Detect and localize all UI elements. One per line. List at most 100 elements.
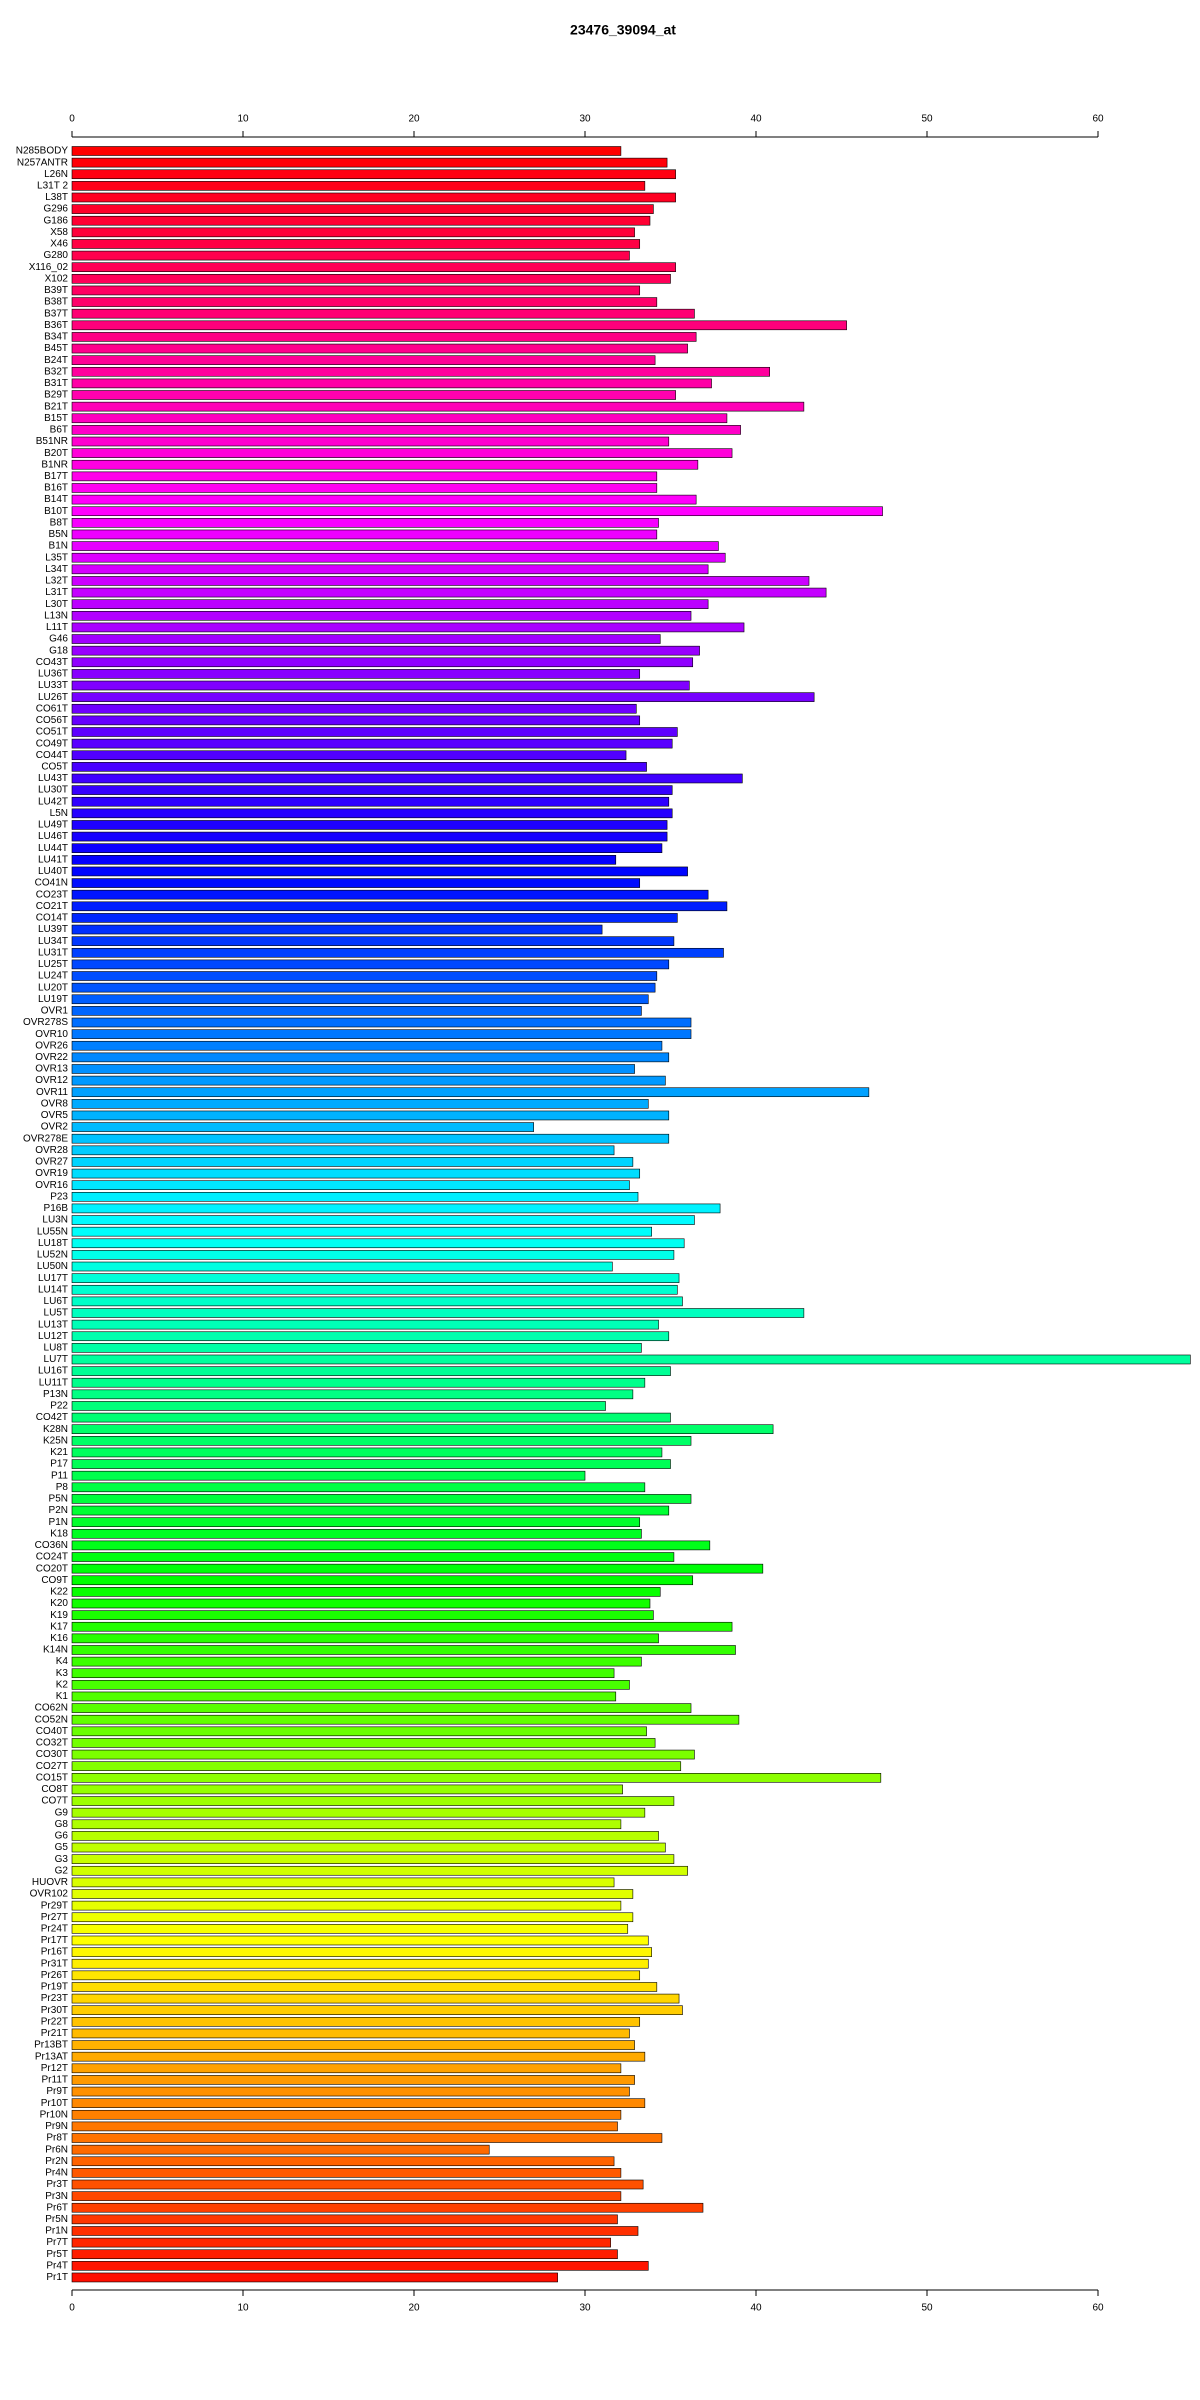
y-tick-label: CO52N: [35, 1714, 68, 1725]
bar: [71, 1110, 670, 1121]
y-tick-label: CO61T: [36, 703, 68, 714]
y-tick-label: L31T 2: [37, 181, 68, 192]
bar: [71, 1494, 692, 1504]
y-tick-label: HUOVR: [32, 1877, 68, 1888]
bar: [71, 831, 668, 842]
y-tick-label: Pr1N: [45, 2226, 68, 2237]
bar: [71, 308, 695, 319]
y-tick-label: OVR28: [35, 1145, 68, 1156]
bar: [71, 959, 670, 970]
y-tick-label: LU19T: [38, 994, 68, 1005]
y-tick-label: B45T: [44, 343, 68, 354]
y-tick-label: K14N: [43, 1645, 68, 1656]
y-tick-label: P16B: [44, 1203, 69, 1214]
bar: [71, 157, 668, 168]
bar: [71, 1656, 642, 1667]
bar: [71, 274, 671, 284]
y-tick-label: OVR27: [35, 1157, 68, 1168]
y-tick-label: Pr16T: [41, 1947, 68, 1958]
bar: [71, 1831, 659, 1841]
y-tick-label: Pr5N: [45, 2214, 68, 2225]
y-tick-label: B36T: [44, 320, 68, 331]
y-tick-label: P8: [56, 1482, 69, 1493]
bar: [71, 866, 688, 877]
bar: [71, 1900, 622, 1911]
bar: [71, 1180, 630, 1190]
y-tick-label: LU31T: [38, 947, 68, 958]
chart-title: 23476_39094_at: [570, 22, 676, 38]
bar: [71, 1668, 615, 1679]
bar: [71, 2237, 611, 2248]
bar: [71, 378, 712, 389]
bar: [71, 1528, 642, 1539]
bar: [71, 494, 697, 505]
y-tick-label: B1NR: [41, 459, 68, 470]
y-tick-label: LU50N: [37, 1261, 68, 1272]
bar: [71, 2028, 630, 2039]
y-tick-label: Pr26T: [41, 1970, 68, 1981]
y-tick-label: OVR278S: [23, 1017, 68, 1028]
y-tick-label: LU46T: [38, 831, 68, 842]
y-tick-label: LU17T: [38, 1273, 68, 1284]
x-tick-label: 40: [750, 2303, 762, 2314]
bar: [71, 390, 676, 400]
x-tick-label: 10: [237, 114, 249, 125]
y-tick-label: G9: [55, 1807, 69, 1818]
bar: [71, 1343, 642, 1353]
bar: [71, 2005, 683, 2015]
x-tick-label: 0: [69, 114, 75, 125]
bar: [71, 2051, 646, 2062]
y-tick-label: K3: [56, 1668, 69, 1679]
bar: [71, 2249, 618, 2260]
bar: [71, 1308, 805, 1318]
y-tick-label: L32T: [45, 576, 68, 587]
bar: [71, 1517, 641, 1527]
bar: [71, 1714, 740, 1725]
y-tick-label: LU49T: [38, 820, 68, 831]
bar: [71, 436, 670, 447]
y-tick-label: Pr10T: [41, 2098, 68, 2109]
bar: [71, 1099, 649, 1109]
y-tick-label: K4: [56, 1656, 69, 1667]
bar: [71, 1993, 680, 2004]
bar: [71, 2075, 635, 2085]
bar: [71, 355, 656, 365]
bar: [71, 1970, 641, 1981]
y-tick-label: LU6T: [44, 1296, 68, 1307]
bar: [71, 1505, 670, 1516]
bar: [71, 1366, 671, 1376]
y-tick-label: CO56T: [36, 715, 68, 726]
y-tick-label: Pr8T: [46, 2133, 68, 2144]
bar: [71, 2144, 490, 2155]
bar: [71, 2121, 618, 2132]
bar: [71, 1912, 634, 1923]
y-tick-label: OVR11: [36, 1087, 68, 1098]
y-tick-label: OVR5: [41, 1110, 69, 1121]
y-tick-label: K22: [50, 1587, 68, 1598]
y-tick-label: LU34T: [38, 936, 68, 947]
bar: [71, 1958, 649, 1969]
y-tick-label: LU13T: [38, 1319, 68, 1330]
x-tick-label: 30: [579, 2303, 591, 2314]
y-tick-label: B21T: [44, 401, 68, 412]
bar: [71, 1319, 659, 1330]
bar: [71, 1935, 649, 1946]
y-tick-label: P17: [50, 1459, 68, 1470]
bar: [71, 1703, 692, 1713]
y-tick-label: LU43T: [38, 773, 68, 784]
y-tick-label: LU5T: [44, 1308, 68, 1319]
y-tick-label: Pr4N: [45, 2168, 68, 2179]
x-tick-label: 10: [237, 2303, 249, 2314]
y-tick-label: N285BODY: [16, 146, 69, 157]
bar: [71, 564, 709, 575]
bar: [71, 750, 627, 761]
bar: [71, 727, 678, 737]
x-tick-label: 50: [921, 2303, 933, 2314]
bar: [71, 1203, 721, 1214]
bar: [71, 855, 617, 865]
bar: [71, 471, 658, 482]
y-tick-label: CO62N: [35, 1703, 68, 1714]
y-tick-label: OVR102: [30, 1889, 69, 1900]
y-tick-label: G8: [55, 1819, 69, 1830]
bar: [71, 1784, 623, 1795]
